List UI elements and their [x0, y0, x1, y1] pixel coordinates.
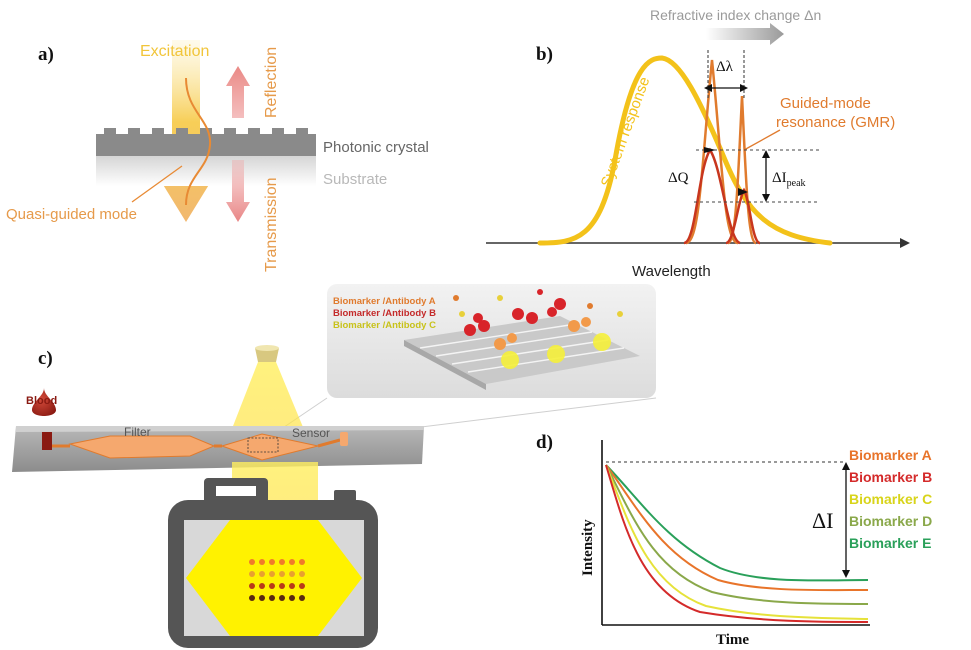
- gmr-label-line2: resonance (GMR): [776, 114, 895, 131]
- quasi-guided-pointer: [131, 165, 183, 203]
- inset-label-c: Biomarker /Antibody C: [333, 320, 436, 331]
- camera-image-spots: [249, 559, 305, 601]
- inset-label-b: Biomarker /Antibody B: [333, 308, 436, 319]
- d-xlabel: Time: [716, 632, 749, 648]
- inset-grating-lines: [419, 323, 625, 373]
- delta-ipeak-arrowhead-bottom: [762, 194, 770, 202]
- legend-biomarker-e: Biomarker E: [849, 535, 931, 551]
- legend-biomarker-c: Biomarker C: [849, 491, 932, 507]
- delta-lambda-label: Δλ: [716, 59, 734, 75]
- d-legend: Biomarker A Biomarker B Biomarker C Biom…: [849, 447, 932, 551]
- panel-d: d) Intensity Time ΔI Biomarker A Biomark…: [536, 432, 932, 648]
- curve-biomarker-a: [605, 464, 869, 592]
- gmr-peak-1: [685, 59, 739, 245]
- camera-shutter: [334, 490, 356, 502]
- panel-b-letter: b): [536, 44, 553, 65]
- quasi-guided-label: Quasi-guided mode: [6, 206, 137, 223]
- excitation-label: Excitation: [140, 43, 209, 60]
- refractive-change-label: Refractive index change Δn: [650, 7, 821, 23]
- camera-viewfinder-window: [216, 486, 256, 496]
- mode-profile-curve: [185, 77, 212, 206]
- d-delta-i-label: ΔI: [812, 508, 833, 533]
- delta-ipeak-label: ΔIpeak: [772, 170, 806, 189]
- sensor-label: Sensor: [292, 426, 330, 440]
- curve-biomarker-b: [605, 464, 869, 623]
- curve-biomarker-e: [605, 464, 869, 582]
- filter-label: Filter: [124, 425, 151, 439]
- panel-b: b) Refractive index change Δn Wavelength…: [486, 7, 910, 280]
- legend-biomarker-a: Biomarker A: [849, 447, 932, 463]
- panel-c: c) Biomarker /Antibody A Biomarker /Anti…: [12, 284, 657, 648]
- light-beam-down: [226, 362, 310, 444]
- gmr-peak-shifted-1: [683, 147, 741, 245]
- legend-biomarker-b: Biomarker B: [849, 469, 932, 485]
- legend-biomarker-d: Biomarker D: [849, 513, 932, 529]
- system-response-curve: [537, 55, 833, 246]
- blood-drop-icon: [32, 388, 56, 416]
- delta-ipeak-arrowhead-top: [762, 150, 770, 158]
- inset-label-a: Biomarker /Antibody A: [333, 296, 436, 307]
- panel-a-letter: a): [38, 44, 54, 65]
- outlet-port: [340, 432, 348, 446]
- delta-q-label: ΔQ: [668, 170, 689, 186]
- photonic-crystal-layer: [96, 128, 316, 156]
- blood-inlet: [42, 432, 52, 450]
- system-response-label: System response: [598, 75, 654, 190]
- transmission-arrow: [226, 160, 250, 222]
- d-delta-i-arrowhead-bottom: [842, 570, 850, 578]
- panel-c-letter: c): [38, 348, 53, 369]
- microfluidic-chip: [12, 426, 424, 472]
- gmr-pointer: [743, 129, 781, 151]
- delta-q-arrowhead-top: [704, 147, 716, 153]
- b-x-axis-arrowhead: [900, 238, 910, 248]
- gmr-label-line1: Guided-mode: [780, 95, 871, 112]
- transmission-label: Transmission: [263, 177, 280, 272]
- d-delta-i-arrowhead-top: [842, 462, 850, 470]
- gmr-peak-shifted-2: [725, 187, 761, 245]
- light-source: [255, 348, 279, 362]
- delta-lambda-arrowhead-right: [740, 84, 748, 92]
- reflection-arrow: [226, 66, 250, 118]
- reflection-label: Reflection: [263, 47, 280, 118]
- curve-biomarker-c: [605, 464, 869, 620]
- inset-biomarkers: [453, 289, 623, 369]
- delta-q-arrowhead-bottom: [738, 188, 748, 196]
- photonic-crystal-label: Photonic crystal: [323, 139, 429, 156]
- substrate-label: Substrate: [323, 171, 387, 188]
- sensor-spot-array: [247, 437, 279, 453]
- inset-grating-edge: [404, 340, 486, 390]
- curve-biomarker-d: [605, 464, 869, 605]
- b-xlabel: Wavelength: [632, 263, 711, 280]
- panel-d-letter: d): [536, 432, 553, 453]
- panel-a: a) Excitation Reflection Photonic crysta…: [6, 40, 429, 272]
- light-source-top: [255, 345, 279, 351]
- refractive-change-arrow: [706, 23, 784, 45]
- chip-top-edge: [16, 426, 424, 432]
- camera-image-diamond: [186, 520, 362, 636]
- d-ylabel: Intensity: [580, 519, 596, 576]
- outlet-channel: [317, 438, 341, 448]
- delta-lambda-arrowhead-left: [704, 84, 712, 92]
- blood-label: Blood: [26, 395, 57, 407]
